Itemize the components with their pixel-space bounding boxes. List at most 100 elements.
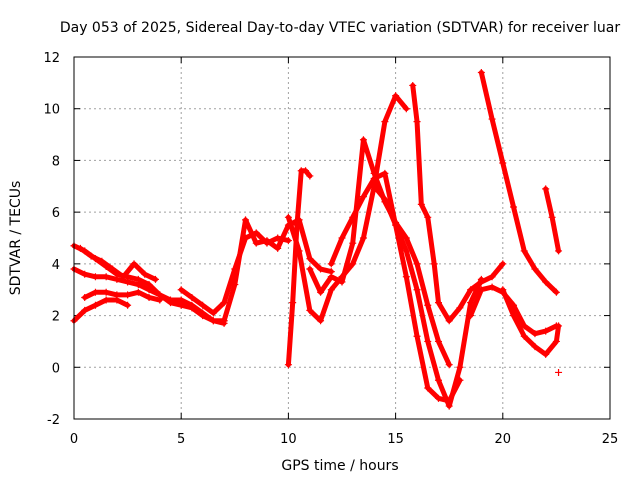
data-point — [499, 159, 507, 167]
data-point — [231, 281, 239, 289]
data-point — [392, 92, 400, 100]
data-series — [81, 288, 164, 304]
data-point — [520, 332, 528, 340]
data-point — [156, 296, 164, 304]
plot-frame — [73, 56, 611, 420]
data-point — [102, 273, 110, 281]
data-point — [542, 278, 550, 286]
data-series — [76, 244, 159, 283]
y-axis-label: SDTVAR / TECUs — [8, 181, 24, 296]
data-point — [134, 281, 142, 289]
data-point — [124, 301, 132, 309]
data-point — [467, 286, 475, 294]
data-point — [520, 322, 528, 330]
data-point — [359, 193, 367, 201]
series-line — [77, 245, 158, 282]
data-point — [102, 296, 110, 304]
data-point — [531, 343, 539, 351]
data-point — [555, 247, 563, 255]
data-point — [349, 213, 357, 221]
data-point — [430, 260, 438, 268]
data-point — [510, 203, 518, 211]
data-series — [220, 216, 335, 325]
data-point — [510, 312, 518, 320]
data-point — [413, 260, 421, 268]
data-series — [284, 167, 314, 369]
data-point — [555, 368, 563, 376]
data-point — [209, 317, 217, 325]
data-point — [424, 301, 432, 309]
data-point — [424, 384, 432, 392]
data-point — [274, 244, 282, 252]
data-point — [402, 247, 410, 255]
data-point — [477, 278, 485, 286]
y-tick-label: 2 — [52, 310, 60, 325]
x-tick-label: 5 — [177, 432, 185, 447]
data-point — [434, 376, 442, 384]
series-line — [71, 297, 131, 324]
data-point — [76, 244, 84, 252]
data-point — [392, 221, 400, 229]
data-point — [293, 221, 301, 229]
data-point — [548, 213, 556, 221]
x-tick-label: 15 — [387, 432, 404, 447]
data-layer — [70, 69, 563, 410]
data-point — [434, 299, 442, 307]
data-point — [145, 286, 153, 294]
data-point — [467, 299, 475, 307]
data-point — [134, 288, 142, 296]
data-series — [477, 69, 560, 296]
data-point — [488, 283, 496, 291]
data-point — [477, 286, 485, 294]
data-point — [284, 237, 292, 245]
data-point — [113, 291, 121, 299]
y-tick-label: 6 — [52, 206, 60, 221]
data-point — [552, 337, 560, 345]
data-point — [359, 136, 367, 144]
data-point — [306, 265, 314, 273]
y-tick-label: 12 — [43, 51, 60, 66]
data-point — [417, 200, 425, 208]
data-point — [242, 216, 250, 224]
data-point — [130, 260, 138, 268]
data-point — [188, 301, 196, 309]
data-point — [102, 288, 110, 296]
data-point — [477, 69, 485, 77]
data-point — [199, 301, 207, 309]
chart-title: Day 053 of 2025, Sidereal Day-to-day VTE… — [60, 20, 621, 36]
data-point — [306, 172, 314, 180]
data-point — [109, 265, 117, 273]
data-point — [445, 361, 453, 369]
data-point — [542, 327, 550, 335]
data-point — [542, 185, 550, 193]
y-tick-label: -2 — [47, 413, 60, 428]
data-point — [555, 322, 563, 330]
data-point — [520, 247, 528, 255]
data-point — [370, 182, 378, 190]
data-point — [317, 288, 325, 296]
data-point — [488, 273, 496, 281]
data-point — [413, 332, 421, 340]
data-point — [91, 273, 99, 281]
data-point — [402, 234, 410, 242]
data-point — [81, 270, 89, 278]
data-point — [284, 213, 292, 221]
data-point — [327, 273, 335, 281]
y-tick-label: 0 — [52, 361, 60, 376]
data-point — [327, 260, 335, 268]
data-point — [263, 237, 271, 245]
data-point — [306, 255, 314, 263]
data-point — [456, 363, 464, 371]
data-point — [317, 265, 325, 273]
data-point — [445, 402, 453, 410]
x-axis-label: GPS time / hours — [281, 458, 398, 474]
data-point — [434, 337, 442, 345]
data-point — [98, 257, 106, 265]
data-point — [177, 286, 185, 294]
data-point — [166, 296, 174, 304]
data-point — [284, 361, 292, 369]
data-point — [113, 275, 121, 283]
data-series — [409, 81, 507, 325]
data-point — [119, 273, 127, 281]
